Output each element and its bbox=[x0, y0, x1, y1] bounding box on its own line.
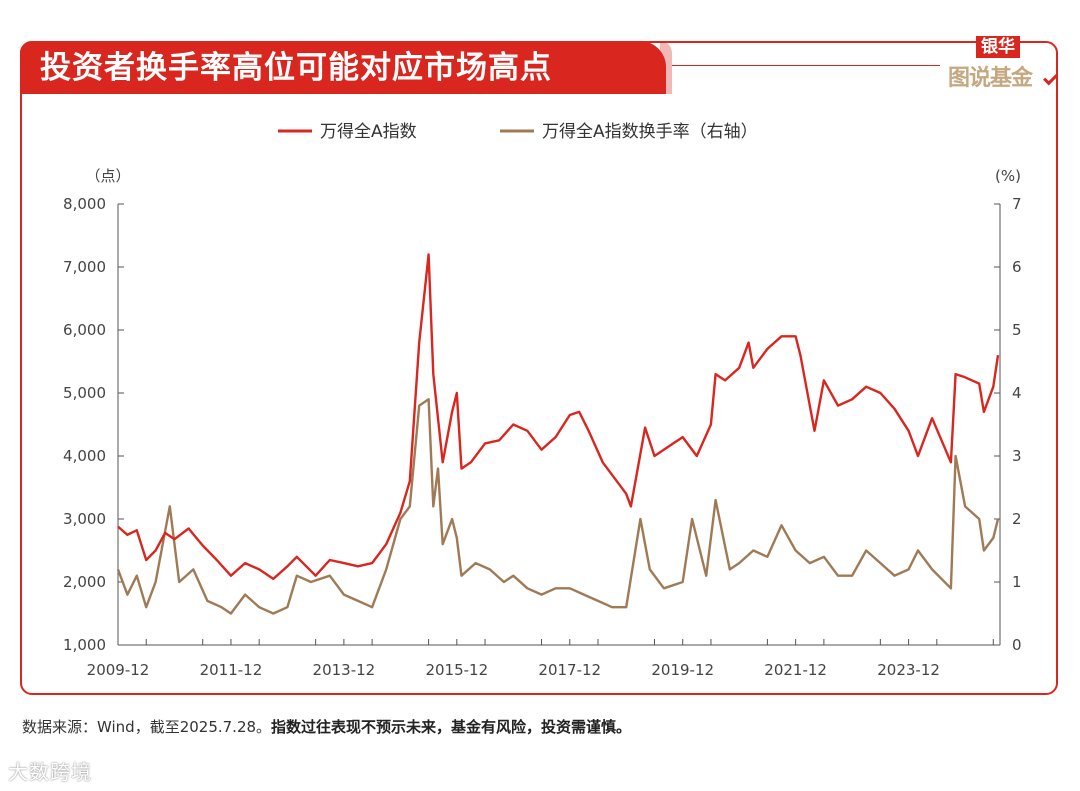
y-right-tick-label: 5 bbox=[1012, 321, 1022, 339]
y-left-tick-label: 4,000 bbox=[63, 447, 106, 465]
x-tick-label: 2021-12 bbox=[764, 661, 827, 679]
x-tick-label: 2017-12 bbox=[538, 661, 601, 679]
brand-logo-top: 银华 bbox=[976, 36, 1020, 58]
y-left-tick-label: 2,000 bbox=[63, 573, 106, 591]
y-right-tick-label: 3 bbox=[1012, 447, 1022, 465]
x-tick-label: 2013-12 bbox=[313, 661, 376, 679]
title-rule bbox=[672, 65, 940, 66]
y-right-tick-label: 4 bbox=[1012, 384, 1022, 402]
y-right-tick-label: 0 bbox=[1012, 636, 1022, 654]
y-right-tick-label: 2 bbox=[1012, 510, 1022, 528]
brand-logo-main: 图说基金 bbox=[948, 66, 1033, 91]
x-tick-label: 2011-12 bbox=[200, 661, 263, 679]
watermark: 大数跨境 bbox=[8, 760, 92, 784]
series-line-turnover bbox=[116, 398, 1000, 615]
x-tick-label: 2023-12 bbox=[877, 661, 940, 679]
y-left-tick-label: 8,000 bbox=[63, 195, 106, 213]
y-right-tick-label: 7 bbox=[1012, 195, 1022, 213]
y-left-tick-label: 7,000 bbox=[63, 258, 106, 276]
x-tick-label: 2015-12 bbox=[425, 661, 488, 679]
y-right-tick-label: 1 bbox=[1012, 573, 1022, 591]
x-tick-label: 2019-12 bbox=[651, 661, 714, 679]
page-title: 投资者换手率高位可能对应市场高点 bbox=[40, 50, 552, 86]
y-left-tick-label: 5,000 bbox=[63, 384, 106, 402]
legend-item-index-label: 万得全A指数 bbox=[320, 122, 417, 142]
x-tick-label: 2009-12 bbox=[87, 661, 150, 679]
legend-item-turnover-label: 万得全A指数换手率（右轴） bbox=[542, 122, 758, 142]
y-right-tick-label: 6 bbox=[1012, 258, 1022, 276]
y-right-unit: (%) bbox=[995, 167, 1021, 185]
footer-note: 数据来源：Wind，截至2025.7.28。指数过往表现不预示未来，基金有风险，… bbox=[22, 716, 631, 737]
footer-source: 数据来源：Wind，截至2025.7.28。 bbox=[22, 718, 272, 736]
y-left-unit: （点） bbox=[85, 167, 130, 185]
y-left-tick-label: 3,000 bbox=[63, 510, 106, 528]
y-left-tick-label: 1,000 bbox=[63, 636, 106, 654]
footer-disclaimer: 指数过往表现不预示未来，基金有风险，投资需谨慎。 bbox=[271, 718, 632, 736]
y-left-tick-label: 6,000 bbox=[63, 321, 106, 339]
series-line-index bbox=[117, 253, 1000, 581]
